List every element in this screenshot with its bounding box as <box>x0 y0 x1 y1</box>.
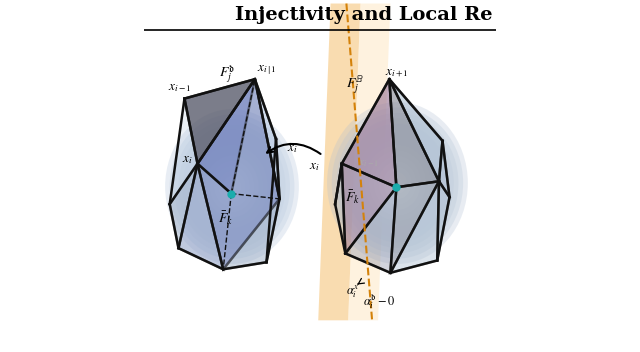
Polygon shape <box>184 79 255 164</box>
Ellipse shape <box>351 129 444 237</box>
Ellipse shape <box>192 140 272 233</box>
Ellipse shape <box>369 151 426 215</box>
Text: $x_{i+1}$: $x_{i+1}$ <box>385 66 409 78</box>
Text: $\alpha_i^x$: $\alpha_i^x$ <box>346 283 359 300</box>
Ellipse shape <box>188 135 276 238</box>
Polygon shape <box>335 79 449 273</box>
Text: $x_i$: $x_i$ <box>182 153 193 165</box>
Polygon shape <box>318 4 360 320</box>
Polygon shape <box>198 79 280 269</box>
Ellipse shape <box>327 102 468 264</box>
Text: $\bar{F}_k$: $\bar{F}_k$ <box>346 188 360 206</box>
Polygon shape <box>389 79 442 181</box>
Polygon shape <box>170 164 198 248</box>
Ellipse shape <box>341 118 454 248</box>
Ellipse shape <box>165 109 299 264</box>
Polygon shape <box>389 79 439 187</box>
Polygon shape <box>390 181 439 273</box>
Ellipse shape <box>219 171 245 202</box>
Ellipse shape <box>210 161 254 212</box>
Ellipse shape <box>223 176 241 197</box>
Polygon shape <box>342 164 396 253</box>
Polygon shape <box>342 79 396 187</box>
Polygon shape <box>439 141 449 197</box>
Ellipse shape <box>388 172 407 194</box>
Ellipse shape <box>332 107 463 259</box>
Polygon shape <box>390 181 439 273</box>
Ellipse shape <box>179 125 285 249</box>
Ellipse shape <box>170 114 294 259</box>
Polygon shape <box>346 187 396 273</box>
Ellipse shape <box>346 124 449 243</box>
Ellipse shape <box>383 167 412 199</box>
Polygon shape <box>223 199 280 269</box>
Text: $x_{i\mid 1}$: $x_{i\mid 1}$ <box>257 64 276 77</box>
Text: Injectivity and Local Re: Injectivity and Local Re <box>235 6 493 24</box>
Text: $x_i$: $x_i$ <box>308 160 319 172</box>
Text: $\alpha_i^{\mathfrak{d}} - 0$: $\alpha_i^{\mathfrak{d}} - 0$ <box>363 292 396 311</box>
Ellipse shape <box>365 145 430 221</box>
Polygon shape <box>348 4 390 320</box>
Polygon shape <box>170 79 280 269</box>
Ellipse shape <box>355 134 440 232</box>
Ellipse shape <box>205 156 259 218</box>
Polygon shape <box>437 181 449 260</box>
Polygon shape <box>179 164 223 269</box>
Text: $F_j^{\mathfrak{d}}$: $F_j^{\mathfrak{d}}$ <box>219 63 235 84</box>
Ellipse shape <box>214 166 250 207</box>
Text: $F_j^{\mathbb{B}}$: $F_j^{\mathbb{B}}$ <box>346 75 364 96</box>
Ellipse shape <box>201 150 263 223</box>
Ellipse shape <box>374 156 421 210</box>
Text: $x_i$: $x_i$ <box>287 142 298 155</box>
Polygon shape <box>255 79 280 199</box>
Ellipse shape <box>360 140 435 226</box>
Ellipse shape <box>393 178 402 188</box>
Text: $x_{i-1}$: $x_{i-1}$ <box>358 156 379 169</box>
Text: $x_{i-1}$: $x_{i-1}$ <box>168 81 191 94</box>
Ellipse shape <box>183 130 281 243</box>
Ellipse shape <box>337 113 458 253</box>
Ellipse shape <box>174 119 290 254</box>
Ellipse shape <box>228 181 236 192</box>
Polygon shape <box>198 79 255 194</box>
Ellipse shape <box>379 162 416 205</box>
Text: $\bar{F}_k$: $\bar{F}_k$ <box>218 209 233 227</box>
Ellipse shape <box>196 145 268 228</box>
